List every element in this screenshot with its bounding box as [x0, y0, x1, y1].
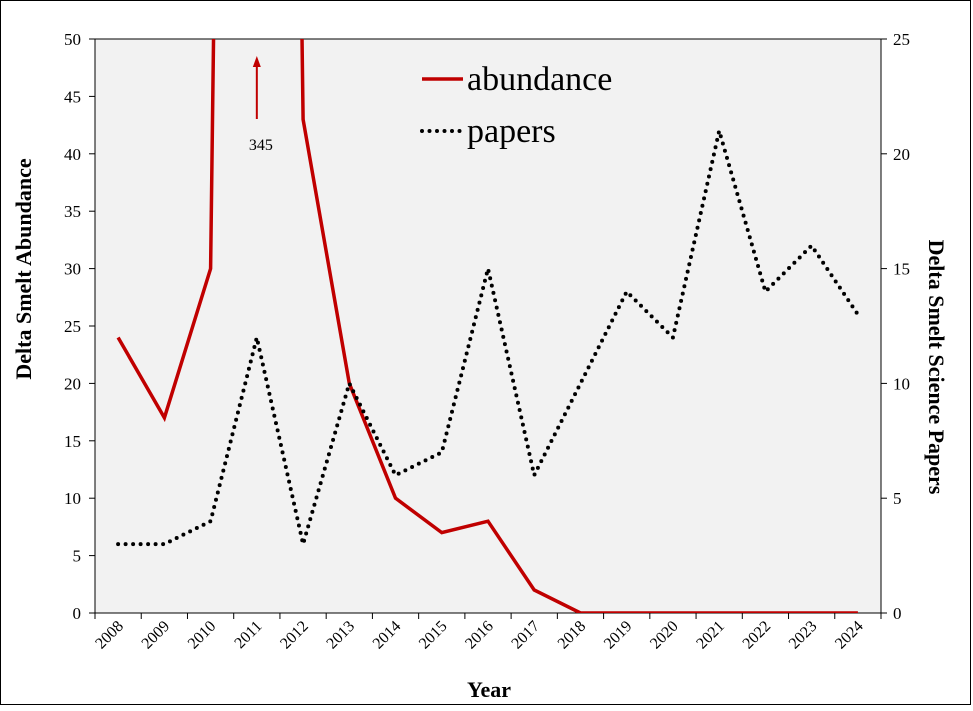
series-group	[116, 39, 860, 613]
left-tick-label: 30	[64, 260, 81, 279]
annotation-label: 345	[249, 137, 273, 154]
legend: abundance papers	[420, 61, 612, 150]
x-tick-label: 2016	[462, 618, 497, 653]
x-tick-label: 2008	[92, 618, 127, 653]
right-axis-ticks: 0 5 10 15 20 25	[881, 30, 910, 623]
x-tick-label: 2014	[370, 618, 405, 653]
left-tick-label: 10	[64, 489, 81, 508]
x-tick-label: 2018	[555, 618, 590, 653]
x-tick-label: 2023	[786, 618, 821, 653]
plot-area	[94, 38, 882, 614]
series-line-abundance	[116, 39, 858, 613]
left-tick-label: 45	[64, 87, 81, 106]
right-tick-label: 15	[893, 260, 910, 279]
left-tick-label: 40	[64, 145, 81, 164]
x-tick-label: 2022	[740, 618, 775, 653]
annotation-arrowhead	[252, 56, 261, 67]
x-tick-label: 2010	[185, 618, 220, 653]
left-tick-label: 15	[64, 432, 81, 451]
left-axis-label: Delta Smelt Abundance	[11, 158, 36, 379]
left-axis-ticks: 0 5 10 15 20 25 30 35 40 45 50	[64, 30, 95, 623]
x-tick-label: 2009	[139, 618, 174, 653]
right-tick-label: 10	[893, 374, 910, 393]
x-axis-label: Year	[467, 677, 511, 702]
left-tick-label: 0	[73, 604, 82, 623]
right-tick-label: 25	[893, 30, 910, 49]
left-tick-label: 5	[73, 547, 82, 566]
left-tick-label: 50	[64, 30, 81, 49]
x-tick-label: 2020	[647, 618, 682, 653]
series-line-papers	[116, 130, 860, 547]
x-axis-ticks: 2008 2009 2010 2011 2012 2013 2014 2015 2016 2017…	[92, 613, 882, 653]
x-tick-label: 2024	[832, 618, 867, 653]
legend-label-abundance: abundance	[467, 61, 612, 98]
x-tick-label: 2015	[416, 618, 451, 653]
left-tick-label: 20	[64, 374, 81, 393]
x-tick-label: 2013	[323, 618, 358, 653]
x-tick-label: 2019	[601, 618, 636, 653]
x-tick-label: 2012	[277, 618, 312, 653]
x-tick-label: 2011	[231, 618, 265, 652]
left-tick-label: 35	[64, 202, 81, 221]
legend-label-papers: papers	[467, 113, 556, 150]
left-tick-label: 25	[64, 317, 81, 336]
x-tick-label: 2021	[693, 618, 728, 653]
right-axis-label: Delta Smelt Science Papers	[924, 240, 949, 495]
right-tick-label: 20	[893, 145, 910, 164]
right-tick-label: 5	[893, 489, 902, 508]
right-tick-label: 0	[893, 604, 902, 623]
annotation-group: 345	[249, 56, 273, 154]
x-tick-label: 2017	[508, 618, 543, 653]
